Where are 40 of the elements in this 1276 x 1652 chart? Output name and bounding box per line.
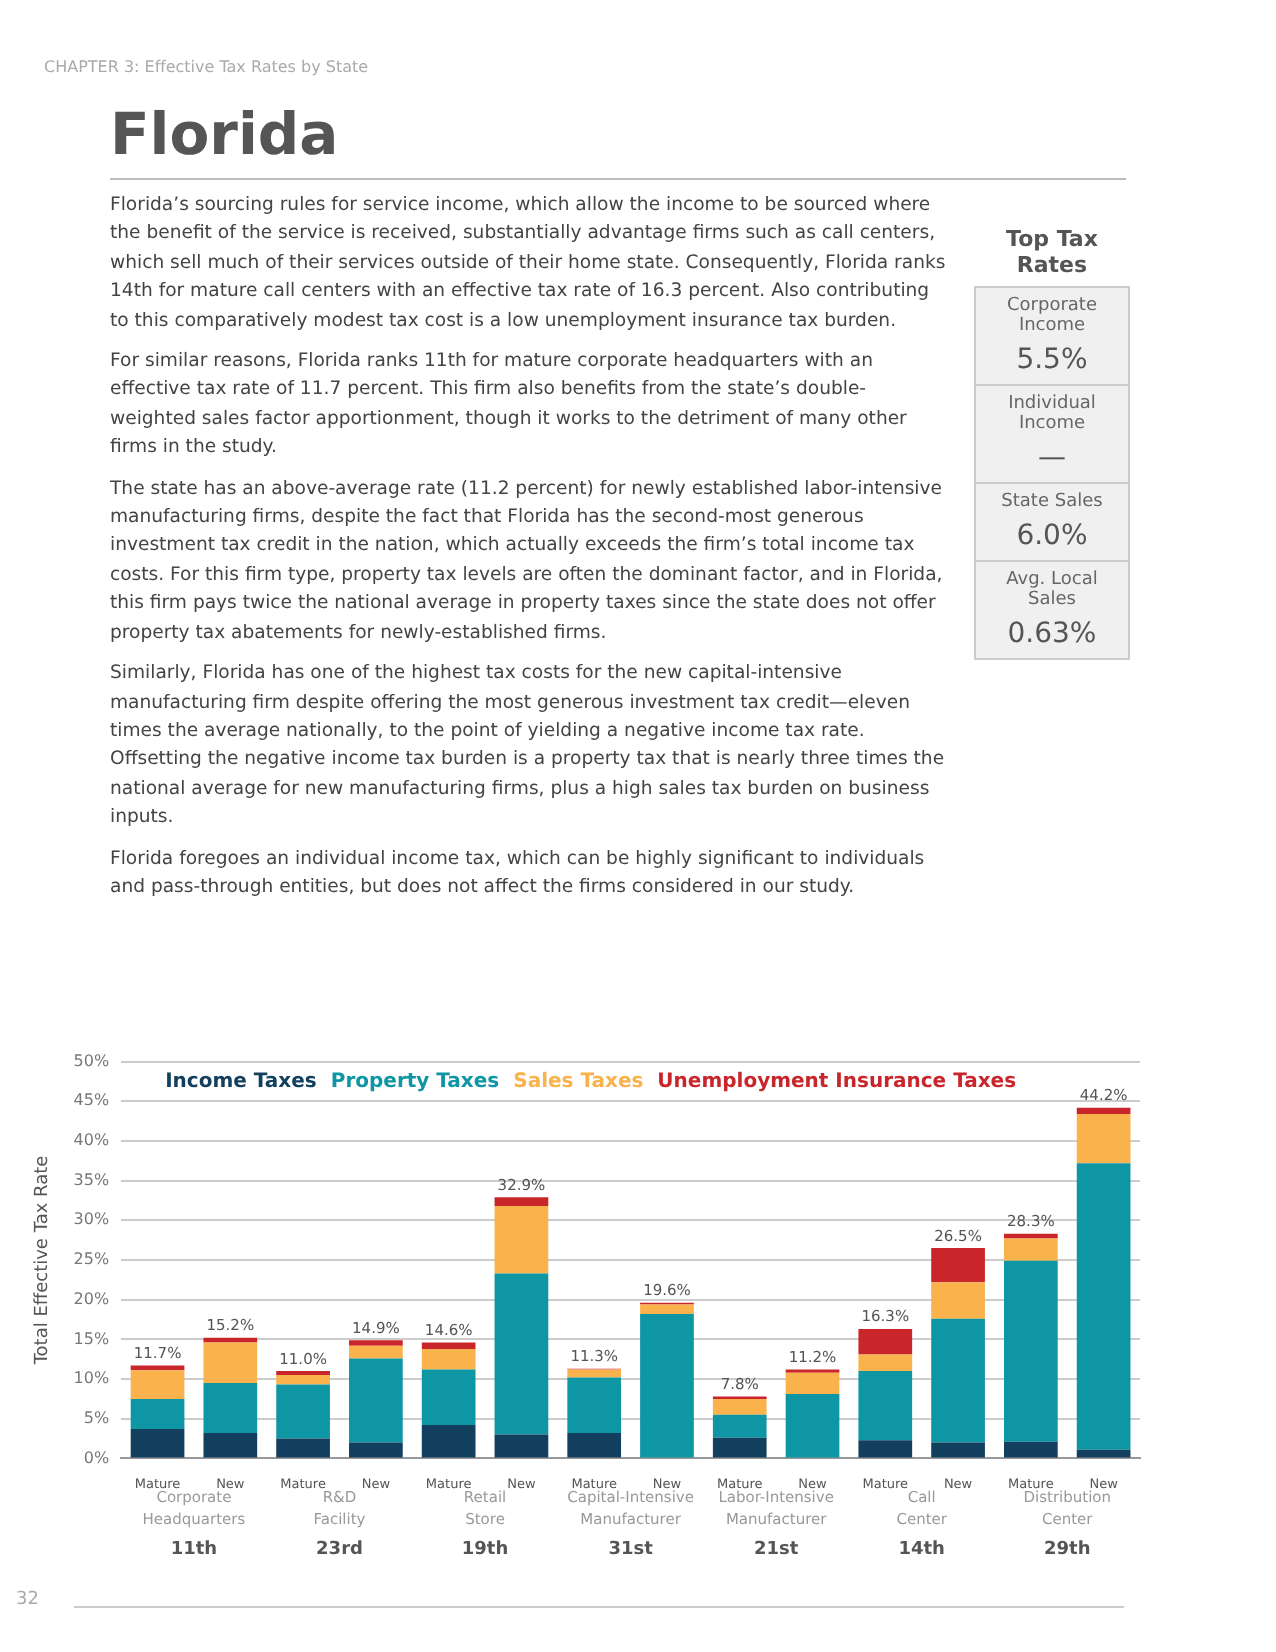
text: 32 [16,1590,39,1610]
y-axis-title: Total Effective Tax Rate [33,1154,54,1367]
text: Individual Income [1008,394,1096,434]
text: Florida’s sourcing rules for service income, which allow the income to be sourced where the benefit of the service is received, substantially advantage firms such as call centers, which sell much of their services outside of their home state. Consequently, Florida ranks 14th for mature call centers with an effective tax rate of 16.3 percent. Also contributing to this comparatively modest tax cost is a low unemployment insurance tax burden. [110,192,948,336]
text: 14th [898,1540,945,1561]
y-tick-label: 40% [73,1131,110,1150]
text: 21st [753,1540,800,1561]
y-tick-label: 50% [73,1051,110,1070]
y-tick-label: 15% [73,1329,110,1348]
text: Income Taxes [165,1070,317,1093]
text: For similar reasons, Florida ranks 11th for mature corporate headquarters with an effective tax rate of 11.7 percent. This firm also benefits from the state’s double-weighted sales factor apportionment, though it works to the detriment of many other firms in the study. [110,348,909,463]
text: Property Taxes [330,1070,500,1093]
y-tick-label: 20% [73,1289,110,1308]
y-tick-label: 5% [83,1408,110,1427]
text: 5.5% [1014,344,1090,376]
text: 0.63% [1005,618,1099,650]
text: Sales Taxes [513,1070,644,1093]
y-tick-label: 45% [73,1091,110,1110]
y-tick-label: 0% [83,1448,110,1467]
text: 23rd [316,1540,363,1561]
text: Top Tax Rates [1004,226,1100,278]
text: Florida foregoes an individual income tax, which can be highly significant to individuals and pass-through entities, but does not affect the firms considered in our study. [110,845,927,902]
chart-title: Florida [110,100,339,168]
y-tick-label: 30% [73,1210,110,1229]
y-tick-label: 10% [73,1369,110,1388]
text: Similarly, Florida has one of the highest tax costs for the new capital-intensive manufacturing firm despite offering the most generous investment tax credit—eleven times the average nationally, to the point of yielding a negative income tax rate. Offsetting the negative income tax burden is a property tax that is nearly three times the national average for new manufacturing firms, plus a high sales tax burden on business inputs. [110,660,947,833]
text: Avg. Local Sales [1006,570,1098,610]
text: 19th [461,1540,509,1561]
text: 29th [1043,1540,1091,1561]
text: Unemployment Insurance Taxes [657,1070,1017,1093]
text: State Sales [1001,492,1103,512]
y-tick-label: 25% [73,1250,110,1269]
text: — [1036,442,1068,474]
text: 6.0% [1014,520,1090,552]
text: The state has an above-average rate (11.2 percent) for newly established labor-intensive manufacturing firms, despite the fact that Florida has the second-most generous investment tax credit in the nation, which actually exceeds the firm’s total income tax costs. For this firm type, property tax levels are often the dominant factor, and in Florida, this firm pays twice the national average in property taxes since the state does not offer property tax abatements for newly-established firms. [110,475,945,648]
y-tick-label: 35% [73,1170,110,1189]
text: 31st [608,1540,655,1561]
chart-subtitle: CHAPTER 3: Effective Tax Rates by State [44,58,369,76]
text: Corporate Income [1007,296,1097,336]
text: 11th [170,1540,218,1561]
